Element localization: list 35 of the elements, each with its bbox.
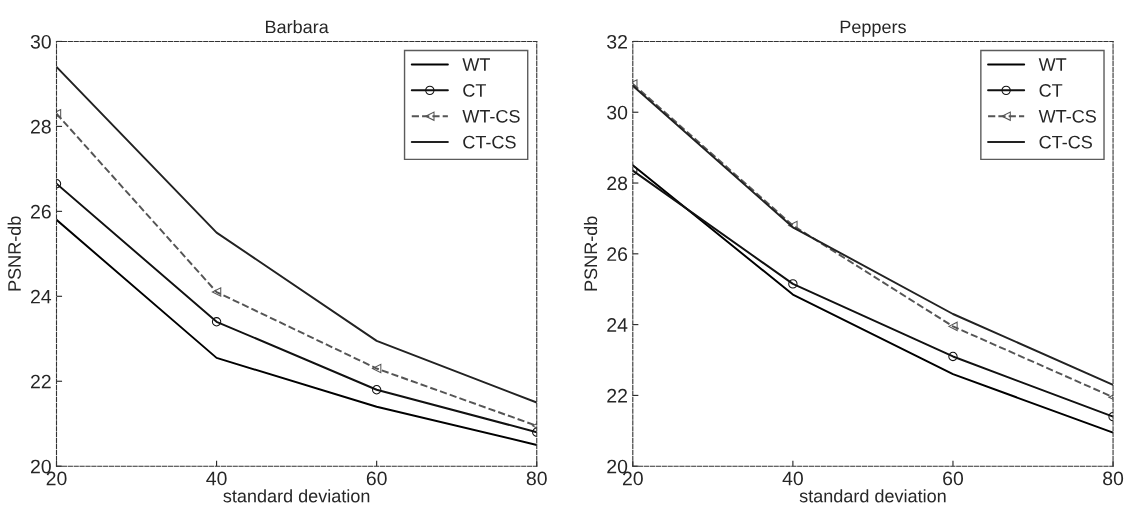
legend-label: WT xyxy=(462,58,490,71)
y-tick-label: 32 xyxy=(607,34,627,49)
y-tick-label: 26 xyxy=(30,204,51,219)
legend-label: WT-CS xyxy=(462,109,520,123)
y-tick-label: 28 xyxy=(30,119,51,134)
x-tick-label: 80 xyxy=(1103,471,1124,486)
legend-label: WT-CS xyxy=(1038,109,1096,123)
legend-label: CT xyxy=(463,84,486,97)
x-tick-label: 40 xyxy=(206,471,227,486)
y-axis-title: PSNR-db xyxy=(583,216,598,291)
x-tick-label: 60 xyxy=(366,471,387,486)
line-series xyxy=(56,218,537,446)
legend-label: CT xyxy=(1039,84,1063,97)
y-tick-label: 30 xyxy=(30,34,51,49)
y-tick-label: 26 xyxy=(607,247,628,262)
legend-label: WT xyxy=(1038,58,1067,71)
y-tick-label: 30 xyxy=(607,105,628,120)
x-tick-label: 80 xyxy=(526,471,547,486)
point xyxy=(788,279,798,289)
y-tick-label: 24 xyxy=(30,289,52,304)
legend-label: CT-CS xyxy=(1039,135,1092,149)
y-axis-title: PSNR-db xyxy=(7,216,21,291)
y-tick-label: 28 xyxy=(607,176,628,191)
y-tick-label: 22 xyxy=(30,374,51,389)
x-tick-label: 60 xyxy=(943,471,964,486)
y-tick-label: 24 xyxy=(607,318,628,332)
chart-title: Peppers xyxy=(840,20,906,37)
x-axis-title: standard deviation xyxy=(223,489,370,503)
point xyxy=(948,321,958,332)
legend-label: CT-CS xyxy=(463,135,516,149)
point xyxy=(948,351,958,362)
x-axis-title: standard deviation xyxy=(799,489,946,503)
chart-title: Barbara xyxy=(265,20,329,34)
x-tick-label: 40 xyxy=(782,471,803,486)
y-tick-label: 22 xyxy=(607,388,627,403)
